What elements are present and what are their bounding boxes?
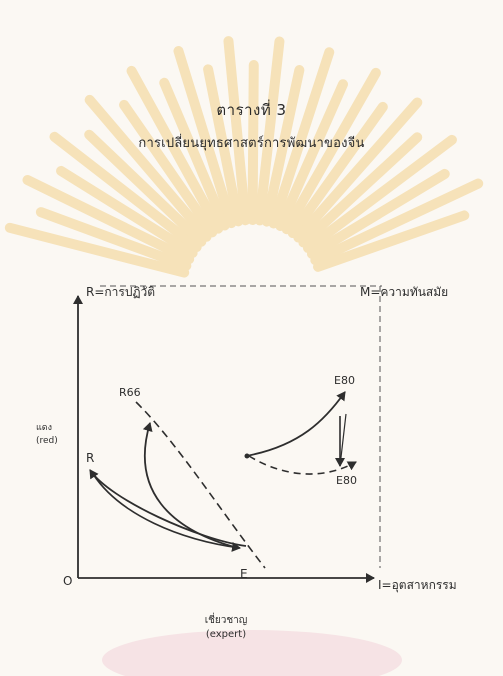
watermark-ray bbox=[173, 46, 237, 229]
page-subtitle: การเปลี่ยนยุทธศาสตร์การพัฒนาของจีน bbox=[138, 136, 365, 151]
origin-label: O bbox=[63, 574, 73, 588]
arrow-up-from-e80 bbox=[339, 413, 347, 467]
watermark-ray bbox=[159, 77, 230, 231]
point-label-r66: R66 bbox=[119, 386, 141, 399]
watermark-ray bbox=[84, 94, 212, 242]
curve-to-e80-top bbox=[245, 391, 346, 457]
curve-e-to-r bbox=[89, 469, 247, 547]
watermark-ray bbox=[126, 65, 224, 234]
watermark-ray bbox=[4, 222, 190, 278]
point-label-e80-top: E80 bbox=[334, 374, 355, 387]
watermark-ray bbox=[22, 175, 195, 265]
x-axis-sublabel-line2: (expert) bbox=[205, 629, 247, 640]
watermark-ray bbox=[293, 97, 423, 243]
left-side-label-line1: แดง bbox=[36, 423, 53, 433]
watermark-ray bbox=[119, 99, 218, 238]
watermark-ray bbox=[49, 131, 202, 253]
watermark-ray bbox=[203, 64, 244, 227]
watermark-ray bbox=[306, 168, 450, 259]
watermark-ray bbox=[313, 210, 470, 272]
watermark-ray bbox=[84, 129, 207, 247]
point-label-e: E bbox=[240, 567, 248, 581]
watermark-ray bbox=[261, 65, 305, 227]
top-right-label: M=ความทันสมัย bbox=[360, 285, 449, 299]
watermark-ray bbox=[302, 134, 457, 253]
watermark-ray bbox=[254, 36, 285, 226]
x-axis-label: I=อุตสาหกรรม bbox=[378, 578, 457, 592]
y-axis-label: R=การปฏิวัติ bbox=[86, 285, 156, 299]
page-title: ตารางที่ 3 bbox=[216, 101, 287, 119]
watermark-ray bbox=[298, 132, 423, 248]
left-side-label-line2: (red) bbox=[36, 436, 58, 446]
watermark-ray bbox=[56, 165, 198, 258]
x-axis-sublabel: เชี่ยวชาญ (expert) bbox=[196, 614, 256, 642]
dashed-curve-to-right bbox=[248, 455, 357, 475]
watermark-ray bbox=[275, 79, 348, 231]
dashed-curve-r66 bbox=[135, 401, 266, 569]
curve-r-to-e bbox=[92, 473, 241, 552]
watermark-ray bbox=[247, 60, 259, 226]
curve-e-to-r66 bbox=[142, 422, 239, 549]
watermark-ray bbox=[310, 178, 484, 266]
watermark-ray bbox=[287, 101, 388, 239]
point-label-r: R bbox=[86, 451, 95, 465]
watermark-ray bbox=[268, 47, 335, 229]
start-point bbox=[244, 453, 250, 459]
point-label-e80-bottom: E80 bbox=[336, 474, 357, 487]
watermark-ray bbox=[223, 36, 251, 226]
left-side-label: แดง (red) bbox=[36, 422, 58, 448]
watermark-ray bbox=[35, 207, 192, 271]
watermark-ray bbox=[281, 67, 381, 235]
x-axis-sublabel-line1: เชี่ยวชาญ bbox=[204, 615, 248, 626]
